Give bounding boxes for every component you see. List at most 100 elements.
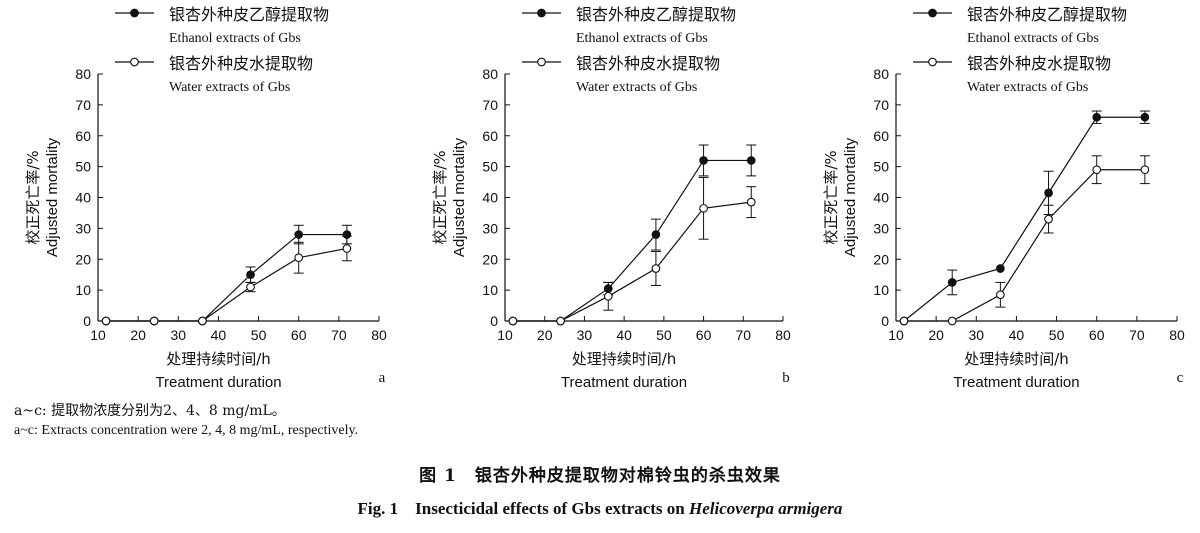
- panel-a-y-tick-label: 40: [75, 190, 91, 206]
- panel-a-y-tick-label: 30: [75, 220, 91, 236]
- panel-c-y-tick-label: 70: [873, 97, 889, 113]
- panel-a-y-tick-label: 0: [83, 313, 91, 329]
- panel-b-y-tick-label: 10: [482, 282, 498, 298]
- panel-a-data-point-1: [342, 244, 352, 253]
- panel-c-data-point-0: [947, 278, 957, 287]
- panel-a-data-point-1: [149, 316, 159, 326]
- panel-c-data-point-0: [1140, 112, 1150, 122]
- panel-c-legend-name-en-0: Ethanol extracts of Gbs: [967, 31, 1099, 46]
- panel-c-x-tick-label: 80: [1169, 327, 1185, 343]
- panel-a-legend-name-0: 银杏外种皮乙醇提取物: [169, 5, 329, 24]
- figure-note-en: a~c: Extracts concentration were 2, 4, 8…: [14, 423, 359, 438]
- panel-b-x-tick-label: 30: [577, 327, 593, 343]
- panel-b-legend-name-1: 银杏外种皮水提取物: [576, 54, 720, 73]
- panel-c-data-point-0: [996, 264, 1005, 273]
- panel-b-data-point-0: [651, 230, 661, 239]
- panel-b-legend-marker-0: [537, 8, 546, 18]
- panel-c-y-tick-label: 60: [873, 128, 889, 144]
- panel-a-x-tick-label: 50: [251, 327, 267, 343]
- panel-c-y-axis-title-cn: 校正死亡率/%: [822, 150, 840, 244]
- panel-a-x-tick-label: 80: [371, 327, 387, 343]
- panel-c-x-tick-label: 30: [968, 327, 984, 343]
- panel-a-x-tick-label: 30: [170, 327, 186, 343]
- panel-b-y-tick-label: 60: [482, 128, 498, 144]
- panel-a-legend-marker-0: [130, 8, 139, 18]
- figure-note-cn: a~c: 提取物浓度分别为2、4、8 mg/mL。: [14, 403, 286, 419]
- panel-b-y-tick-label: 50: [482, 159, 498, 175]
- panel-a-y-tick-label: 10: [75, 282, 91, 298]
- panel-a-x-tick-label: 70: [331, 327, 347, 343]
- panel-b-y-axis-title-en: Adjusted mortality: [451, 137, 468, 257]
- panel-a-y-axis-title-en: Adjusted mortality: [44, 137, 61, 257]
- panel-b-y-tick-label: 40: [482, 190, 498, 206]
- panel-b-y-axis-title-cn: 校正死亡率/%: [431, 150, 449, 244]
- panel-a-y-tick-label: 80: [75, 66, 91, 82]
- panel-a-legend-name-en-0: Ethanol extracts of Gbs: [169, 31, 301, 46]
- panel-a-series-line-0: [106, 233, 347, 322]
- panel-c-y-tick-label: 30: [873, 220, 889, 236]
- panel-b-x-tick-label: 10: [497, 327, 513, 343]
- panel-a-data-point-0: [246, 270, 255, 280]
- panel-c-y-tick-label: 0: [881, 313, 889, 329]
- panel-a-y-axis-title-cn: 校正死亡率/%: [24, 150, 42, 244]
- panel-c-series-line-1: [904, 169, 1145, 322]
- panel-b-data-point-1: [603, 291, 613, 301]
- panel-b-y-tick-label: 70: [482, 97, 498, 113]
- panel-b-data-point-1: [508, 316, 518, 326]
- panel-b-legend-marker-1: [537, 57, 546, 67]
- panel-c-legend-name-0: 银杏外种皮乙醇提取物: [967, 5, 1127, 24]
- panel-c-data-point-1: [947, 316, 957, 326]
- panel-c-data-point-1: [1092, 165, 1102, 175]
- panel-c-x-axis-title-en: Treatment duration: [953, 374, 1079, 391]
- panel-b-legend-name-0: 银杏外种皮乙醇提取物: [576, 5, 736, 24]
- panel-a-y-tick-label: 50: [75, 159, 91, 175]
- panel-a-label: a: [379, 370, 386, 386]
- caption-en-species: Helicoverpa armigera: [688, 499, 843, 518]
- panel-c-legend-name-en-1: Water extracts of Gbs: [967, 80, 1088, 95]
- panel-b-legend-name-en-1: Water extracts of Gbs: [576, 80, 697, 95]
- panel-c-y-tick-label: 50: [873, 159, 889, 175]
- caption-en-text: Fig. 1 Insecticidal effects of Gbs extra…: [357, 499, 689, 518]
- panel-c-x-tick-label: 10: [888, 327, 904, 343]
- panel-c-x-tick-label: 40: [1009, 327, 1025, 343]
- panel-b-x-tick-label: 20: [537, 327, 553, 343]
- panel-b-data-point-1: [746, 197, 756, 207]
- panel-b-data-point-1: [699, 203, 708, 213]
- panel-a-data-point-0: [294, 230, 304, 239]
- panel-b-series-line-0: [512, 159, 752, 322]
- panel-c-x-tick-label: 70: [1129, 327, 1145, 343]
- panel-b-y-tick-label: 0: [490, 313, 498, 329]
- panel-c-x-tick-label: 50: [1049, 327, 1065, 343]
- figure-caption-en: Fig. 1 Insecticidal effects of Gbs extra…: [0, 494, 1200, 519]
- panel-c-data-point-0: [1092, 112, 1102, 122]
- panel-b-x-tick-label: 40: [616, 327, 632, 343]
- panel-a-data-point-1: [294, 253, 304, 263]
- panel-c-data-point-1: [899, 316, 909, 326]
- panel-a-x-tick-label: 40: [211, 327, 227, 343]
- panel-c-x-tick-label: 20: [928, 327, 944, 343]
- panel-c-legend-marker-0: [928, 8, 937, 18]
- panel-a-series-line-1: [106, 247, 347, 322]
- panel-a-legend-marker-1: [130, 57, 139, 67]
- panel-a-x-axis-title-cn: 处理持续时间/h: [166, 350, 271, 368]
- panel-a-legend-name-en-1: Water extracts of Gbs: [169, 80, 290, 95]
- panel-b-data-point-1: [651, 264, 661, 273]
- panel-b-x-tick-label: 60: [696, 327, 712, 343]
- panel-b-data-point-0: [699, 156, 708, 165]
- panel-c-data-point-1: [1140, 165, 1150, 175]
- panel-a-legend-name-1: 银杏外种皮水提取物: [169, 54, 313, 73]
- panel-a-data-point-1: [246, 282, 255, 292]
- panel-b-label: b: [782, 370, 790, 386]
- panel-c-y-tick-label: 20: [873, 251, 889, 267]
- panel-b-x-axis-title-cn: 处理持续时间/h: [572, 350, 677, 368]
- panel-c-y-tick-label: 80: [873, 66, 889, 82]
- panel-c-y-tick-label: 10: [873, 282, 889, 298]
- panel-c-y-axis-title-en: Adjusted mortality: [842, 137, 859, 257]
- panel-b-x-tick-label: 70: [735, 327, 751, 343]
- panel-a-x-axis-title-en: Treatment duration: [155, 374, 281, 391]
- panel-b-y-tick-label: 80: [482, 66, 498, 82]
- panel-a-x-tick-label: 60: [291, 327, 307, 343]
- panel-a-x-tick-label: 20: [130, 327, 146, 343]
- panel-b-legend-name-en-0: Ethanol extracts of Gbs: [576, 31, 708, 46]
- figure-panels: 10 20 30 40 50 60 70 8001020304050607080处理持续时间/…: [24, 5, 1185, 391]
